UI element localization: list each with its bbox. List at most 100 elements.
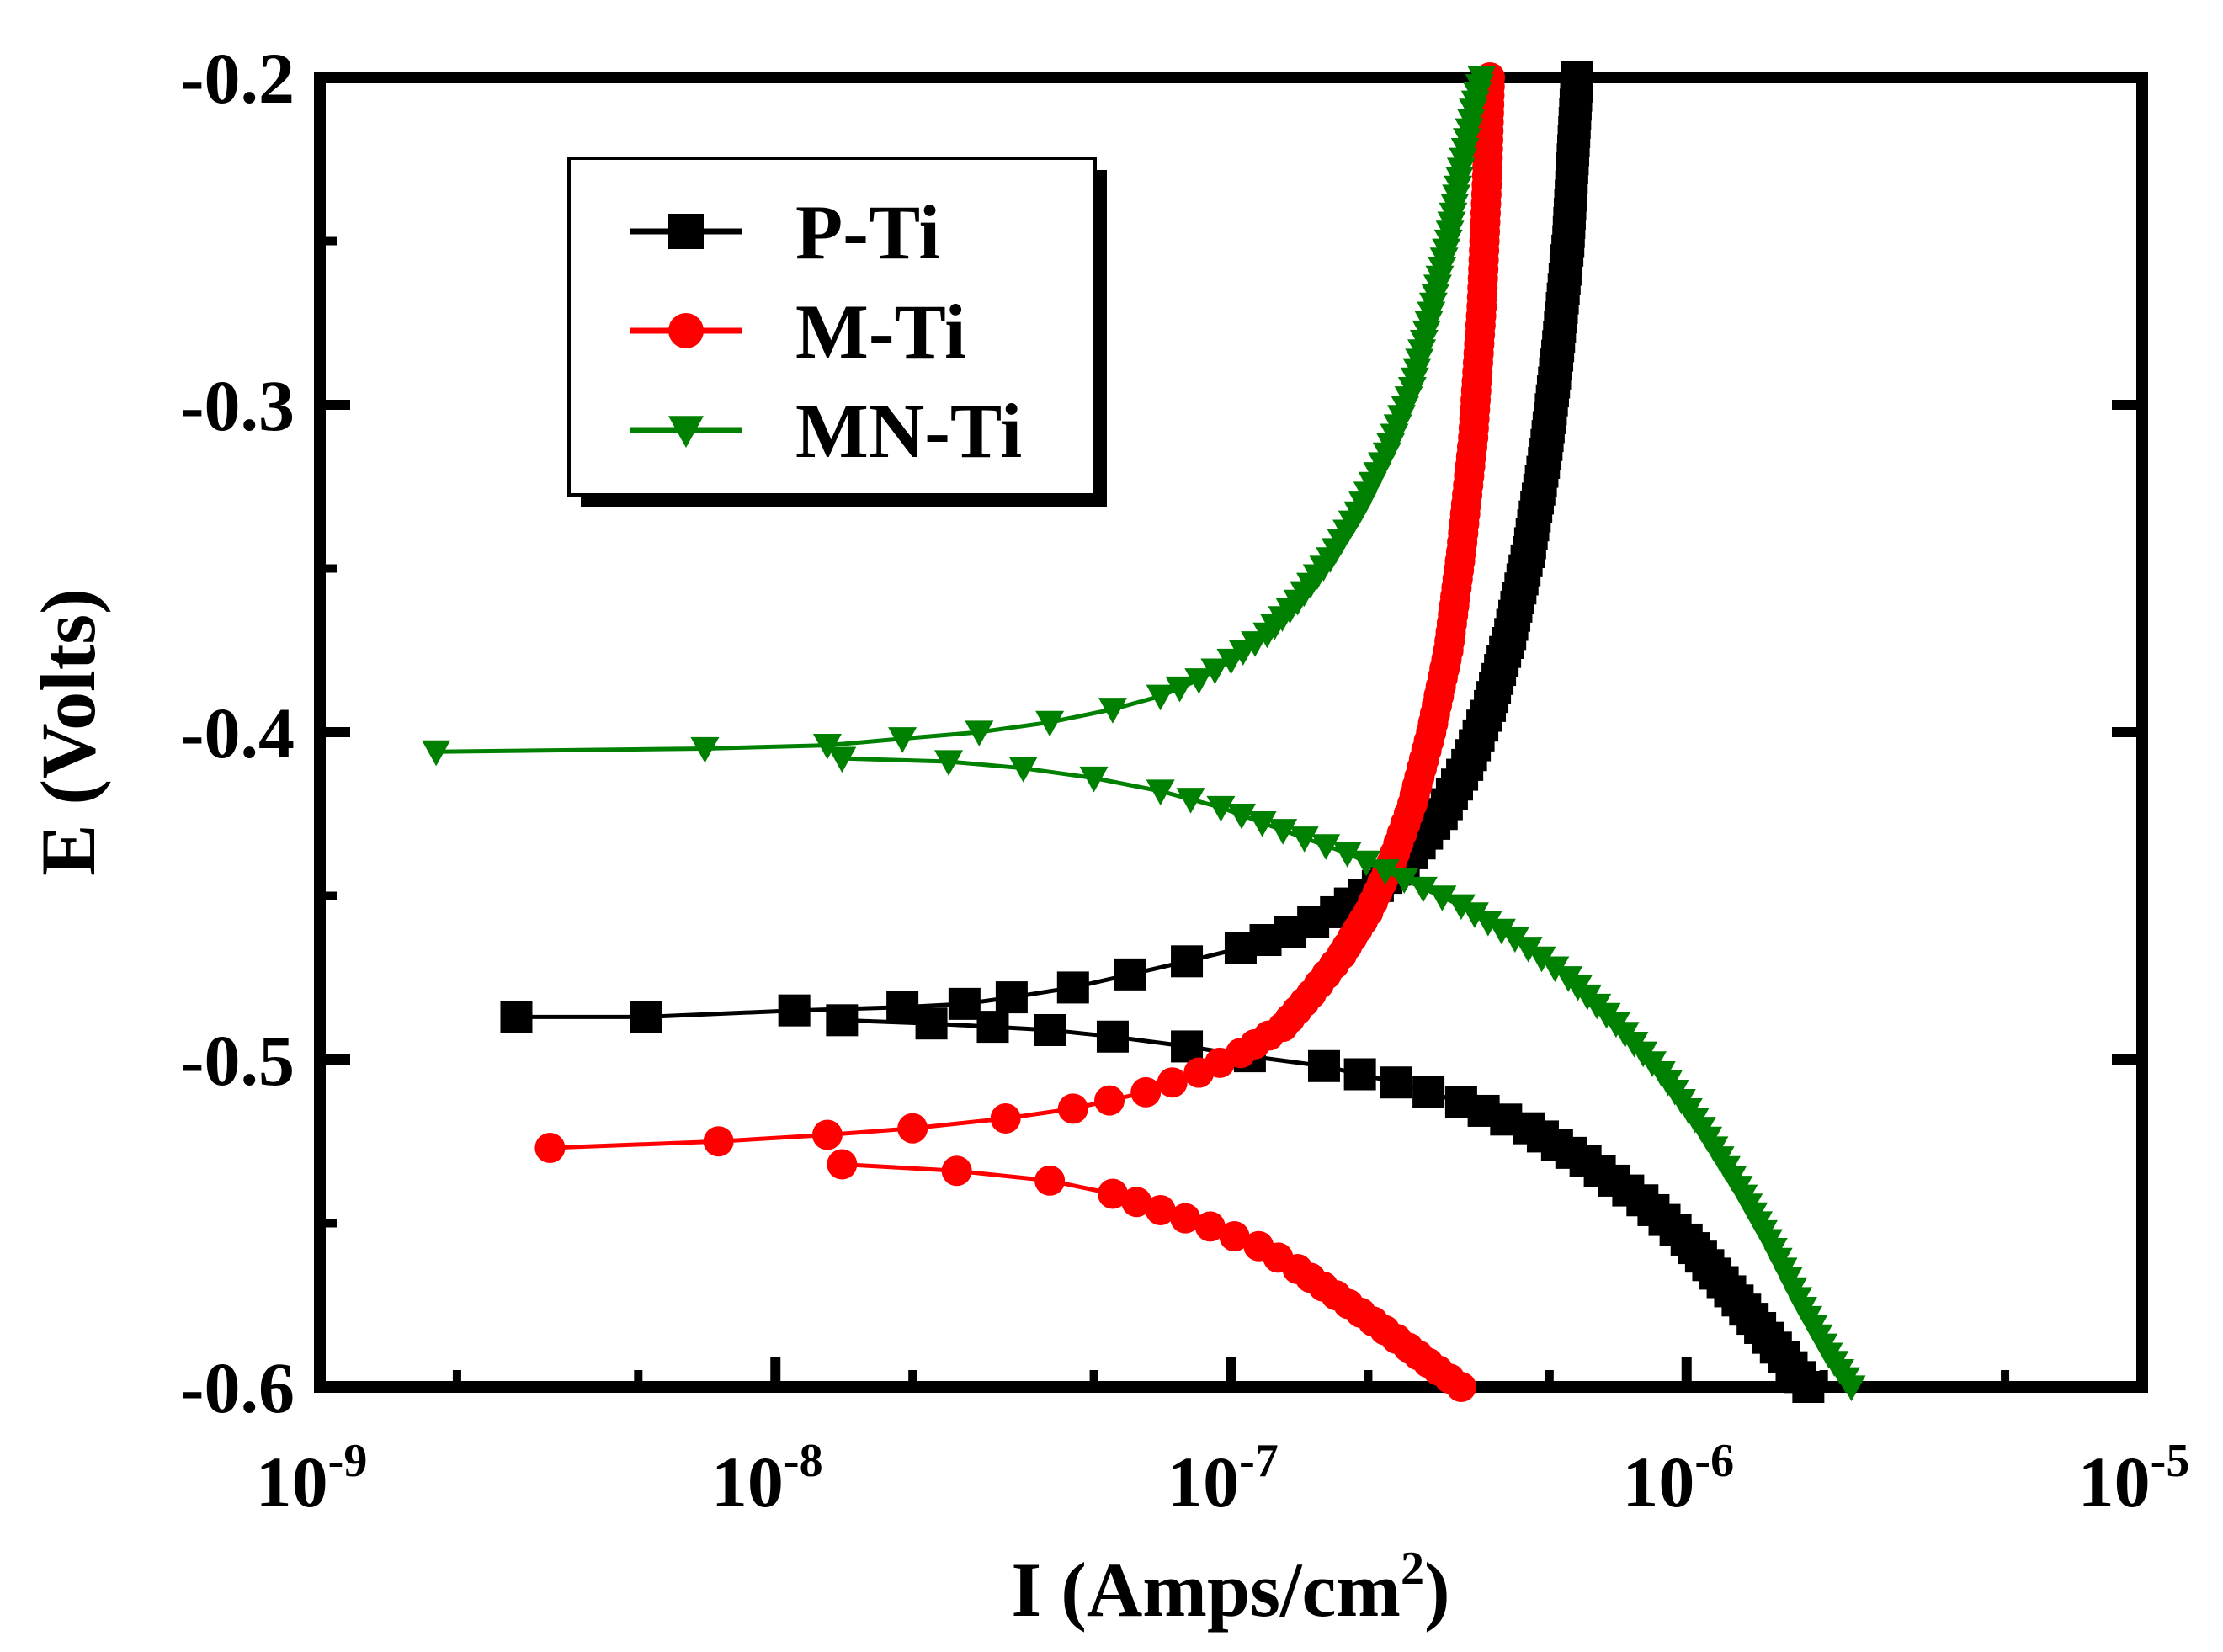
y-tick-label: -0.3 <box>180 365 295 446</box>
data-point <box>1034 1165 1066 1196</box>
legend-box <box>567 157 1097 497</box>
data-point <box>1157 1067 1188 1098</box>
data-point <box>422 740 451 767</box>
data-point <box>1268 819 1298 845</box>
data-point <box>1473 911 1502 937</box>
x-axis-label-sup: 2 <box>1401 1543 1424 1595</box>
data-point <box>1146 779 1175 806</box>
data-point <box>1200 658 1230 685</box>
data-point <box>1343 1058 1376 1091</box>
data-point <box>1219 1221 1250 1252</box>
data-point <box>1370 859 1400 885</box>
data-point <box>1035 710 1065 737</box>
data-point <box>534 1133 566 1164</box>
data-point <box>915 1007 948 1040</box>
data-point <box>976 1011 1009 1044</box>
data-point <box>934 750 964 777</box>
data-point <box>778 994 811 1027</box>
legend-label: M-Ti <box>795 289 966 374</box>
data-point <box>1094 1085 1125 1116</box>
x-axis-label-main: I (Amps/cm <box>1011 1547 1401 1633</box>
data-point <box>888 727 917 753</box>
data-point <box>1121 1187 1152 1218</box>
x-axis-label-close: ) <box>1424 1547 1450 1633</box>
series-p-ti <box>500 61 1825 1403</box>
data-point <box>1527 946 1556 973</box>
data-point <box>1540 956 1570 983</box>
x-tick-label: 10-8 <box>711 1435 823 1522</box>
data-point <box>1130 1076 1162 1108</box>
data-point <box>1307 1049 1340 1082</box>
data-point <box>990 1103 1021 1134</box>
x-tick-exp: -7 <box>1239 1435 1279 1487</box>
data-point <box>1445 1372 1476 1402</box>
x-tick-base: 10 <box>1167 1442 1239 1522</box>
y-tick-label: -0.6 <box>180 1347 295 1428</box>
data-point <box>1194 1211 1226 1242</box>
data-point <box>1206 795 1236 822</box>
x-tick-base: 10 <box>1622 1442 1694 1522</box>
data-point <box>948 987 981 1020</box>
tick-layer: -0.2-0.3-0.4-0.5-0.610-9 10-8 10-7 10-6 10-5 <box>180 38 2189 1522</box>
x-tick-exp: -9 <box>328 1435 368 1487</box>
data-point <box>1057 1093 1088 1124</box>
data-point <box>703 1126 734 1157</box>
data-point <box>1079 766 1109 793</box>
data-point <box>1792 1371 1825 1403</box>
data-point <box>1097 1178 1128 1209</box>
x-tick-exp: -6 <box>1694 1435 1734 1487</box>
data-point <box>941 1155 972 1187</box>
data-point <box>1034 1013 1066 1046</box>
data-point <box>1446 894 1476 921</box>
legend-marker <box>668 416 704 448</box>
x-tick-base: 10 <box>2078 1442 2151 1522</box>
data-point <box>995 981 1028 1014</box>
x-axis-label: I (Amps/cm2) <box>1011 1543 1449 1633</box>
x-tick-base: 10 <box>256 1442 328 1522</box>
data-point <box>811 1119 843 1150</box>
data-point <box>1428 885 1457 911</box>
x-tick-exp: -8 <box>784 1435 823 1487</box>
data-point <box>897 1113 928 1144</box>
data-point <box>630 1001 662 1033</box>
y-tick-label: -0.2 <box>180 38 295 119</box>
legend-label: MN-Ti <box>795 388 1022 474</box>
x-tick-label: 10-7 <box>1167 1435 1279 1522</box>
x-tick-label: 10-5 <box>2078 1435 2190 1522</box>
data-point <box>1176 788 1205 814</box>
data-point <box>1467 66 1497 92</box>
series-layer <box>422 61 1866 1403</box>
data-point <box>827 1149 858 1180</box>
data-point <box>812 733 842 760</box>
data-point <box>1513 937 1543 963</box>
data-point <box>1096 1020 1129 1053</box>
data-point <box>500 1001 533 1033</box>
legend-marker <box>668 214 704 249</box>
data-point <box>1561 61 1593 93</box>
data-point <box>1098 698 1127 724</box>
data-point <box>1008 757 1038 783</box>
data-point <box>1352 850 1381 877</box>
y-tick-label: -0.5 <box>180 1020 295 1101</box>
data-point <box>1227 803 1257 830</box>
data-point <box>1171 945 1204 978</box>
data-point <box>690 736 720 763</box>
data-point <box>1311 834 1341 860</box>
legend-marker <box>668 313 704 348</box>
x-tick-label: 10-6 <box>1622 1435 1734 1522</box>
data-point <box>1500 927 1529 953</box>
y-tick-label: -0.4 <box>180 693 295 773</box>
data-point <box>1486 918 1516 945</box>
data-point <box>1171 1030 1204 1063</box>
x-tick-exp: -5 <box>2151 1435 2190 1487</box>
data-point <box>1290 826 1319 853</box>
data-point <box>1247 811 1277 837</box>
data-point <box>1114 958 1146 991</box>
legend: P-Ti M-Ti MN-Ti <box>567 157 1107 507</box>
data-point <box>1170 1203 1201 1234</box>
x-tick-base: 10 <box>711 1442 784 1522</box>
data-point <box>1460 902 1489 928</box>
data-point <box>1408 876 1438 903</box>
data-point <box>886 991 919 1023</box>
